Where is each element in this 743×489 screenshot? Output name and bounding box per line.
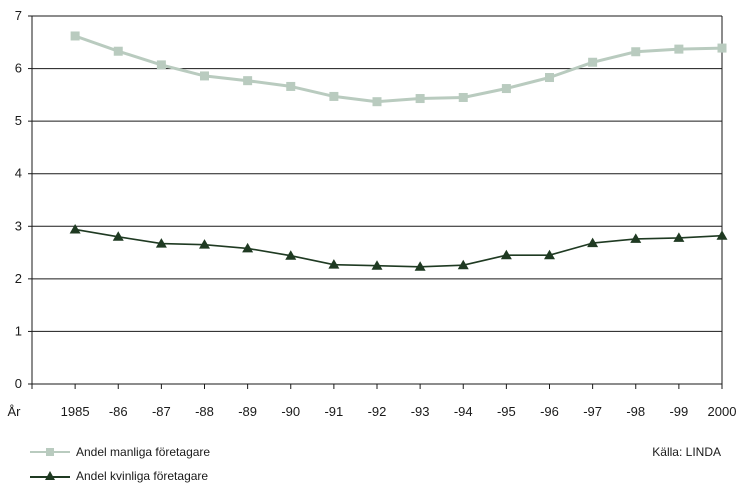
x-axis-label: År — [8, 404, 22, 419]
legend-swatch-triangle-icon — [30, 471, 70, 480]
axes — [28, 15, 723, 389]
series-1-point-4 — [242, 242, 254, 253]
series-0-point-8 — [415, 94, 425, 104]
x-tick-label-4: -89 — [238, 404, 257, 419]
x-tick-label-9: -94 — [454, 404, 473, 419]
legend: Andel manliga företagare Andel kvinliga … — [30, 440, 210, 488]
x-tick-label-14: -99 — [669, 404, 688, 419]
series-0-point-13 — [631, 47, 641, 57]
y-tick-label-0: 0 — [15, 376, 22, 391]
y-tick-labels: 0 1 2 3 4 5 6 7 — [15, 8, 22, 391]
y-tick-label-3: 3 — [15, 218, 22, 233]
series-1-point-10 — [500, 249, 512, 260]
y-tick-label-5: 5 — [15, 113, 22, 128]
series-0-point-7 — [372, 97, 382, 107]
x-tick-labels: År 1985 -86 -87 -88 -89 -90 -91 -92 -93 -94 -95 -96 -… — [8, 404, 737, 419]
data-series — [69, 31, 728, 271]
legend-swatch-square-icon — [30, 448, 70, 456]
series-1-point-6 — [328, 259, 340, 269]
series-1-point-12 — [587, 237, 599, 248]
series-1-point-8 — [414, 261, 426, 271]
y-tick-label-2: 2 — [15, 271, 22, 286]
series-0-point-5 — [286, 81, 296, 91]
x-tick-label-8: -93 — [411, 404, 430, 419]
series-0-point-4 — [243, 76, 253, 86]
source-note: Källa: LINDA — [652, 445, 721, 459]
series-1-point-7 — [371, 260, 383, 270]
series-1-point-0 — [69, 223, 81, 234]
series-1 — [69, 223, 728, 271]
x-tick-label-2: -87 — [152, 404, 171, 419]
legend-label-men: Andel manliga företagare — [76, 445, 211, 459]
legend-item-men: Andel manliga företagare — [30, 440, 210, 464]
series-line-1 — [74, 228, 723, 268]
y-tick-label-4: 4 — [15, 166, 22, 181]
series-1-point-13 — [630, 233, 642, 243]
series-0-point-3 — [200, 71, 209, 81]
series-0-point-0 — [70, 31, 80, 41]
x-tick-label-1: -86 — [109, 404, 128, 419]
series-1-point-9 — [457, 259, 469, 270]
series-0-point-15 — [717, 43, 727, 53]
x-tick-label-5: -90 — [281, 404, 300, 419]
series-1-point-1 — [112, 231, 124, 241]
series-1-point-2 — [155, 238, 167, 248]
x-tick-label-3: -88 — [195, 404, 214, 419]
series-0 — [70, 31, 727, 107]
series-0-point-12 — [588, 57, 598, 67]
series-0-point-6 — [329, 91, 339, 101]
series-1-point-5 — [285, 250, 297, 260]
series-0-point-11 — [545, 73, 554, 83]
x-tick-label-7: -92 — [368, 404, 387, 419]
x-tick-label-15: 2000 — [708, 404, 737, 419]
x-tick-label-6: -91 — [324, 404, 343, 419]
gridlines — [32, 15, 722, 332]
y-tick-label-1: 1 — [15, 323, 22, 338]
series-0-point-2 — [156, 60, 166, 70]
legend-item-women: Andel kvinliga företagare — [30, 464, 210, 488]
x-tick-label-0: 1985 — [61, 404, 90, 419]
y-tick-label-6: 6 — [15, 61, 22, 76]
series-1-point-14 — [673, 232, 685, 242]
x-tick-label-11: -96 — [540, 404, 559, 419]
series-1-point-15 — [716, 230, 728, 240]
series-0-point-14 — [674, 44, 684, 54]
y-tick-label-7: 7 — [15, 8, 22, 23]
legend-label-women: Andel kvinliga företagare — [76, 469, 209, 483]
series-line-0 — [74, 34, 723, 104]
series-0-point-9 — [458, 92, 468, 102]
x-tick-label-12: -97 — [583, 404, 602, 419]
series-0-point-1 — [113, 46, 123, 56]
series-1-point-3 — [199, 239, 210, 249]
x-tick-label-13: -98 — [626, 404, 645, 419]
x-tick-label-10: -95 — [497, 404, 516, 419]
series-1-point-11 — [544, 249, 555, 260]
series-0-point-10 — [501, 84, 511, 94]
